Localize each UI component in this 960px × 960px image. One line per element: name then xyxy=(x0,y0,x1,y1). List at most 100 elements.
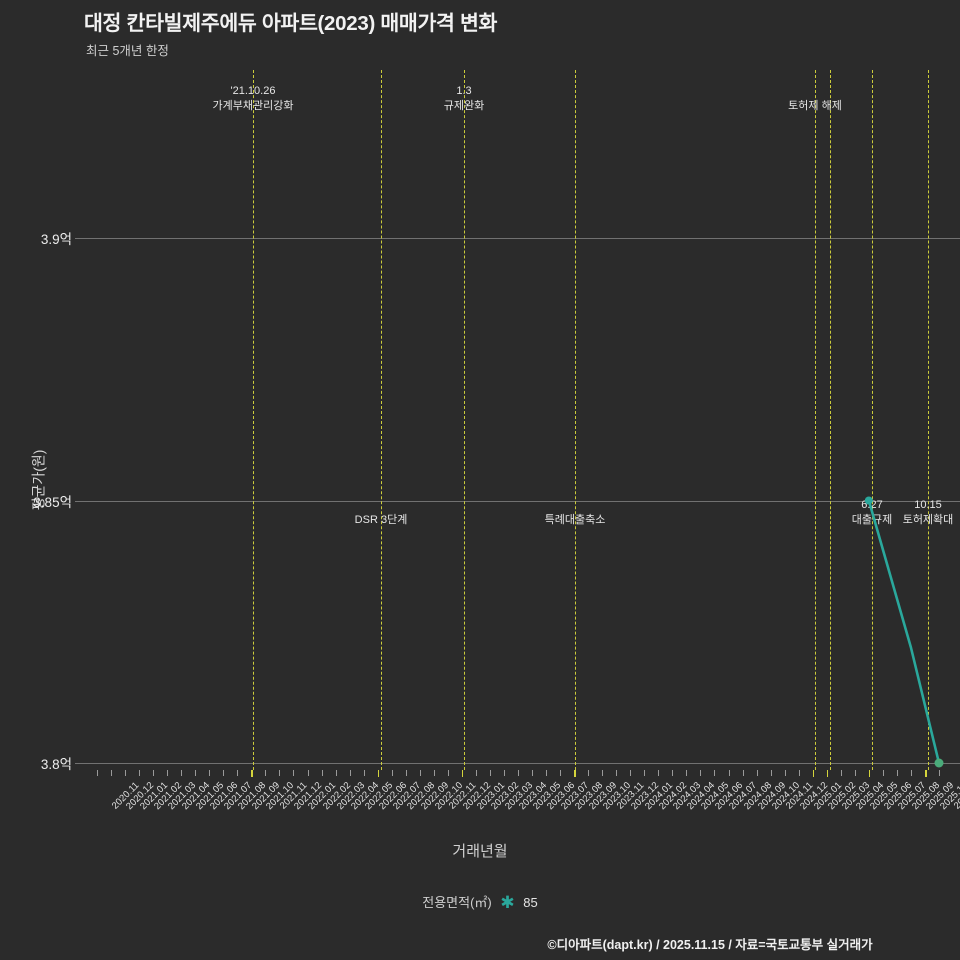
x-tick-mark xyxy=(700,770,702,776)
event-vline xyxy=(815,70,816,770)
x-tick-mark xyxy=(602,770,604,776)
x-tick-mark xyxy=(588,770,590,776)
x-tick-mark xyxy=(181,770,183,776)
footer-text: ©디아파트(dapt.kr) / 2025.11.15 / 자료=국토교통부 실… xyxy=(547,938,873,952)
event-annotation: 특례대출축소 xyxy=(545,498,606,528)
x-tick-mark xyxy=(265,770,267,776)
event-vline xyxy=(928,70,929,770)
y-tick-mark xyxy=(75,763,84,764)
x-tick-mark xyxy=(840,770,842,776)
x-tick-mark xyxy=(335,770,337,776)
x-tick-mark xyxy=(896,770,898,776)
x-tick-mark xyxy=(798,770,800,776)
x-tick-mark xyxy=(924,770,927,777)
event-annotation: 10.15 토허제확대 xyxy=(903,498,954,528)
event-name-label: DSR 3단계 xyxy=(354,514,408,526)
event-name-label: 특례대출축소 xyxy=(544,514,606,526)
x-tick-mark xyxy=(237,770,239,776)
data-point-marker xyxy=(934,758,944,768)
x-tick-mark xyxy=(279,770,281,776)
x-tick-mark xyxy=(167,770,169,776)
x-tick-mark xyxy=(433,770,435,776)
x-tick-mark xyxy=(349,770,351,776)
x-tick-mark xyxy=(644,770,646,776)
plot-area: '21.10.26 가계부채관리강화 DSR 3단계 1.3 규제완화 특례대출축소 … xyxy=(75,70,960,770)
x-tick-mark xyxy=(784,770,786,776)
page-subtitle: 최근 5개년 한정 xyxy=(86,44,169,58)
data-point-marker xyxy=(864,496,873,505)
event-vline xyxy=(464,70,465,770)
x-tick-mark xyxy=(686,770,688,776)
x-tick-mark xyxy=(518,770,519,776)
x-tick-mark xyxy=(770,770,772,776)
x-tick-mark xyxy=(812,770,815,777)
event-date-label: '21.10.26 xyxy=(230,85,276,97)
event-name-label: 토허제확대 xyxy=(902,514,954,526)
x-tick-mark xyxy=(939,770,940,776)
x-tick-mark xyxy=(489,770,491,776)
event-vline xyxy=(872,70,873,770)
x-tick-mark xyxy=(391,770,393,776)
event-date-label: 1.3 xyxy=(456,85,472,97)
series-line xyxy=(867,499,941,765)
x-tick-mark xyxy=(195,770,197,776)
event-name-label: 토허제 해제 xyxy=(788,100,842,112)
x-tick-mark xyxy=(307,770,309,776)
legend-item-85: 85 xyxy=(523,895,538,910)
x-tick-mark xyxy=(882,770,884,776)
x-tick-mark xyxy=(321,770,323,776)
x-tick-mark xyxy=(461,770,464,777)
x-tick-mark xyxy=(405,770,407,776)
x-tick-mark xyxy=(447,770,449,776)
x-tick-mark xyxy=(910,770,912,776)
x-tick-mark xyxy=(419,770,421,776)
star-marker-icon: ✱ xyxy=(500,893,515,912)
x-tick-mark xyxy=(672,770,674,776)
event-vline xyxy=(253,70,254,770)
event-annotation: 1.3 규제완화 xyxy=(444,84,484,114)
event-annotation: '21.10.26 가계부채관리강화 xyxy=(213,84,294,114)
event-annotation: 토허제 해제 xyxy=(788,84,842,114)
event-name-label: 규제완화 xyxy=(443,100,485,112)
event-vline xyxy=(381,70,382,770)
event-vline xyxy=(575,70,576,770)
gridline xyxy=(75,500,960,502)
legend-title: 전용면적(㎡) xyxy=(422,895,492,910)
y-tick-label: 3.85억 xyxy=(33,494,72,510)
series-line-85 xyxy=(864,496,944,768)
legend: 전용면적(㎡) ✱ 85 xyxy=(0,892,960,913)
y-tick-mark xyxy=(75,238,84,239)
x-tick-mark xyxy=(630,770,632,776)
event-name-label: 가계부채관리강화 xyxy=(212,100,294,112)
x-tick-mark xyxy=(742,770,744,776)
x-tick-mark xyxy=(209,770,211,776)
x-tick-mark xyxy=(868,770,871,777)
x-tick-mark xyxy=(532,770,534,776)
x-tick-mark xyxy=(503,770,505,776)
x-tick-mark xyxy=(714,770,716,776)
footer: ©디아파트(dapt.kr) / 2025.11.15 / 자료=국토교통부 실… xyxy=(0,934,960,953)
x-tick-mark xyxy=(97,770,98,776)
event-date-label: 10.15 xyxy=(914,499,942,511)
x-tick-mark xyxy=(574,770,576,777)
x-tick-mark xyxy=(546,770,548,776)
gridline xyxy=(75,763,960,764)
x-tick-mark xyxy=(475,770,477,776)
event-vline xyxy=(830,70,831,770)
x-tick-mark xyxy=(153,770,155,776)
x-tick-mark xyxy=(139,770,141,776)
x-tick-mark xyxy=(616,770,618,776)
x-tick-mark xyxy=(658,770,660,776)
x-axis-ticks: 2020.11 2020.12 2021.01 2021.02 2021.03 2021.… xyxy=(84,770,960,812)
x-tick-mark xyxy=(377,770,380,777)
y-tick-label: 3.8억 xyxy=(40,757,72,772)
x-tick-mark xyxy=(756,770,758,776)
page-title: 대정 칸타빌제주에듀 아파트(2023) 매매가격 변화 xyxy=(84,12,498,35)
x-tick-mark xyxy=(728,770,730,776)
y-tick-label: 3.9억 xyxy=(40,232,72,247)
x-tick-mark xyxy=(293,770,295,776)
gridline xyxy=(75,238,960,239)
y-tick-mark xyxy=(75,500,84,502)
x-axis-title: 거래년월 xyxy=(452,843,508,860)
